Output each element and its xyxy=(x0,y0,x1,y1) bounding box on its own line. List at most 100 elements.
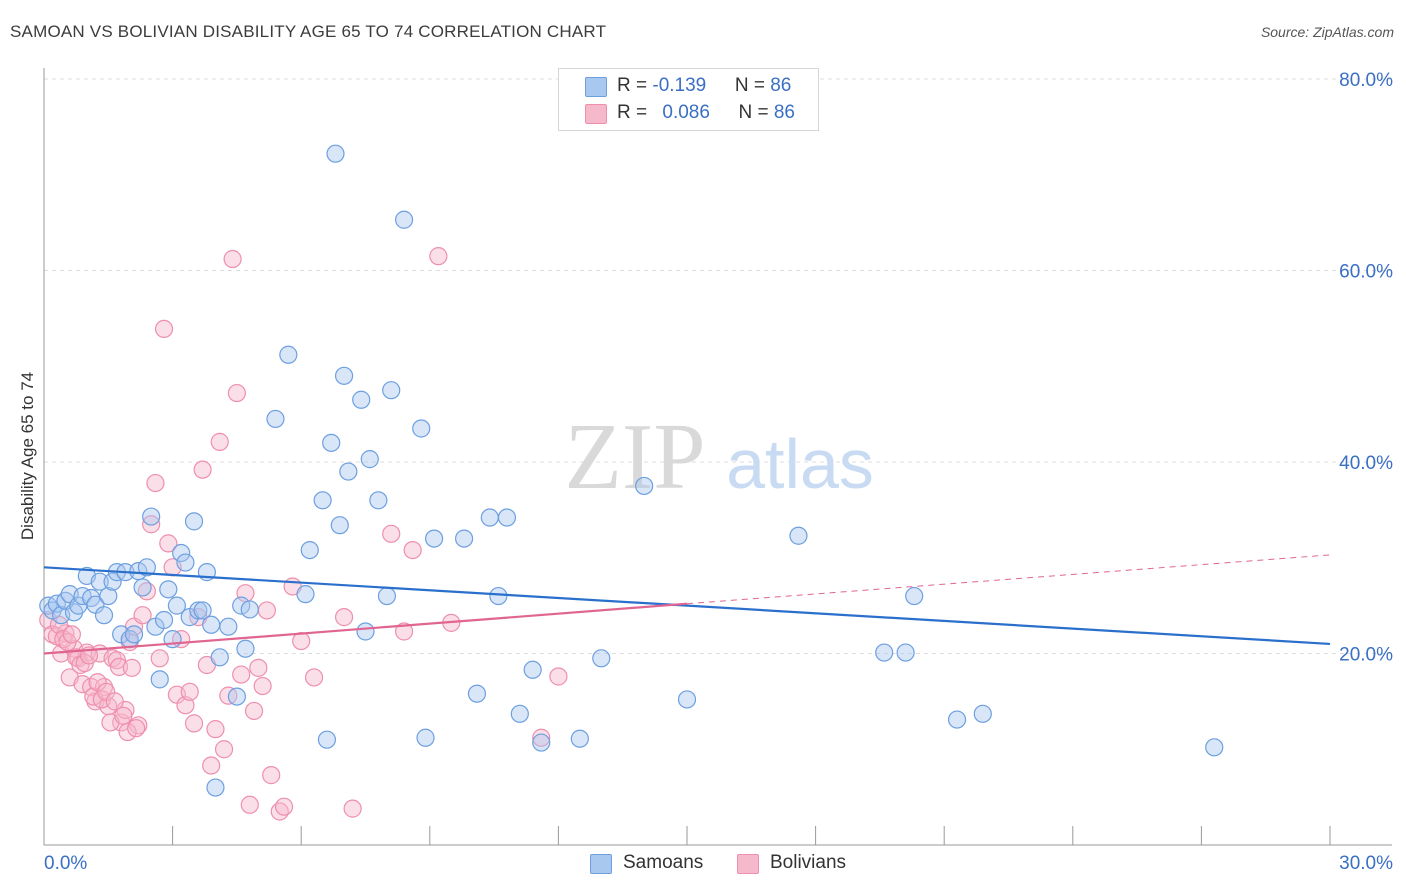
samoan-point xyxy=(382,381,401,400)
samoan-point xyxy=(510,704,529,723)
samoan-point xyxy=(142,507,161,526)
bolivian-point xyxy=(343,799,362,818)
samoan-point xyxy=(416,728,435,747)
bolivians-swatch xyxy=(737,854,759,874)
samoan-point xyxy=(90,572,109,591)
bolivian-point xyxy=(532,728,551,747)
bolivian-point xyxy=(240,795,259,814)
watermark-zip: ZIP xyxy=(565,405,706,509)
samoan-point xyxy=(377,586,397,606)
samoan-point xyxy=(317,730,337,749)
bolivian-point xyxy=(127,719,146,738)
x-tick-label: 30.0% xyxy=(1339,853,1393,874)
bolivian-point xyxy=(176,696,195,715)
bolivian-point xyxy=(244,701,264,721)
bolivian-point xyxy=(133,606,152,625)
n-label: N = xyxy=(734,75,771,96)
bolivian-point xyxy=(122,658,141,677)
bolivian-point xyxy=(206,720,225,739)
samoan-point xyxy=(467,684,487,703)
watermark-atlas: atlas xyxy=(726,425,874,503)
samoan-point xyxy=(167,596,186,615)
bolivian-point xyxy=(118,722,137,742)
bolivian-point xyxy=(62,625,81,644)
samoan-point xyxy=(412,419,431,438)
samoan-point xyxy=(300,540,319,560)
samoan-point xyxy=(159,580,178,599)
samoan-point xyxy=(94,606,114,625)
bolivians-swatch xyxy=(585,104,607,124)
bolivian-point xyxy=(249,658,268,677)
samoan-point xyxy=(133,578,152,597)
samoan-point xyxy=(480,508,499,527)
bolivian-point xyxy=(232,665,251,684)
samoan-point xyxy=(592,649,611,668)
samoan-point xyxy=(184,512,204,531)
samoan-point xyxy=(352,390,371,409)
legend-label-samoans: Samoans xyxy=(623,852,704,873)
tick-labels: 20.0% 40.0% 60.0% 80.0% 0.0% 30.0% xyxy=(44,70,1393,874)
samoan-point xyxy=(124,625,144,644)
bolivian-point xyxy=(304,668,324,687)
samoan-point xyxy=(360,450,379,469)
bolivian-point xyxy=(274,797,294,816)
samoan-point xyxy=(227,687,246,706)
bolivian-point xyxy=(257,601,277,620)
bolivian-point xyxy=(107,651,126,670)
bolivian-point xyxy=(159,534,178,553)
samoan-point xyxy=(322,433,341,452)
y-tick-label: 80.0% xyxy=(1339,70,1393,91)
bolivian-point xyxy=(129,716,148,735)
bolivian-point xyxy=(210,432,229,451)
bolivian-point xyxy=(334,608,354,627)
bolivian-point xyxy=(109,657,129,677)
bolivian-point xyxy=(214,740,234,759)
r-value: -0.139 xyxy=(652,75,707,96)
samoan-point xyxy=(677,690,697,709)
samoan-point xyxy=(875,643,894,662)
n-label: N = xyxy=(738,102,774,123)
trend-lines xyxy=(43,554,1331,655)
bolivian-point xyxy=(154,319,174,339)
bolivian-trend-line xyxy=(43,602,688,655)
samoan-point xyxy=(232,596,251,615)
bolivian-point xyxy=(150,649,169,668)
bolivian-point xyxy=(394,622,414,641)
bolivian-point xyxy=(184,714,204,733)
r-label: R = xyxy=(617,75,653,96)
samoan-point xyxy=(313,491,332,510)
bolivian-point xyxy=(227,383,246,403)
samoan-point xyxy=(454,529,474,548)
samoan-point xyxy=(266,409,285,429)
n-value: 86 xyxy=(770,75,792,96)
samoan-point xyxy=(489,586,508,606)
bolivian-points xyxy=(39,247,568,821)
samoan-point xyxy=(240,600,259,619)
samoan-point xyxy=(1205,738,1224,757)
bolivian-point xyxy=(202,756,221,775)
samoan-point xyxy=(356,622,375,641)
bolivian-point xyxy=(223,249,242,269)
chart-title: SAMOAN VS BOLIVIAN DISABILITY AGE 65 TO … xyxy=(10,22,607,41)
bolivian-point xyxy=(429,247,448,266)
y-tick-label: 20.0% xyxy=(1339,645,1393,666)
samoan-point xyxy=(189,601,208,620)
samoan-point xyxy=(210,648,229,667)
samoan-point xyxy=(296,585,315,604)
samoan-point xyxy=(279,345,298,364)
samoan-point xyxy=(334,366,354,385)
bolivian-point xyxy=(193,460,212,479)
samoan-point xyxy=(570,729,589,748)
samoan-point xyxy=(523,660,542,679)
samoan-point xyxy=(369,491,388,510)
bolivian-point xyxy=(180,682,199,701)
samoan-point xyxy=(896,643,915,662)
samoan-point xyxy=(206,778,225,797)
bolivian-point xyxy=(403,540,422,560)
bolivian-point xyxy=(382,524,401,543)
bolivian-trend-extension xyxy=(686,554,1331,605)
samoan-point xyxy=(219,617,238,636)
samoan-point xyxy=(789,526,808,545)
bolivian-point xyxy=(549,667,568,686)
